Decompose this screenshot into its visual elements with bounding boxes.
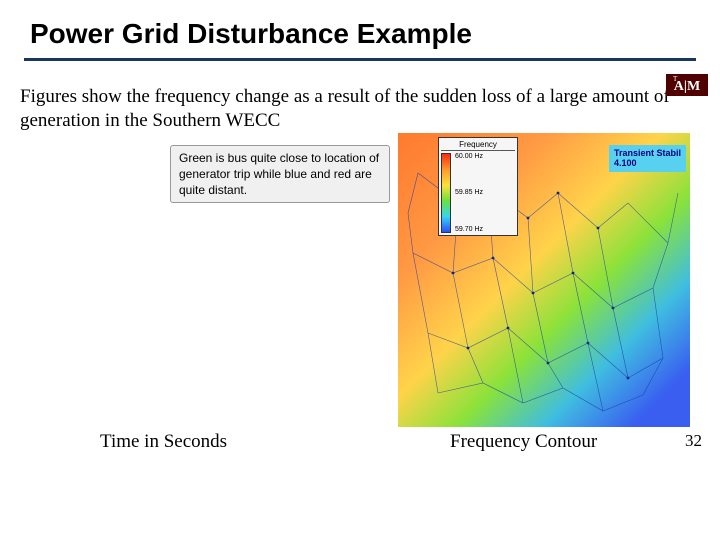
time-badge-value: 4.100 [614,158,681,169]
legend-tick: 59.70 Hz [455,226,483,233]
content-area: Green is bus quite close to location of … [0,133,720,463]
svg-text:A|M: A|M [674,79,700,94]
legend-color-ramp [441,153,451,233]
time-badge-label: Transient Stabil [614,148,681,159]
frequency-legend: Frequency 60.00 Hz 59.85 Hz 59.70 Hz [438,137,518,236]
frequency-contour-map: Frequency 60.00 Hz 59.85 Hz 59.70 Hz Tra… [398,133,690,427]
legend-ticks: 60.00 Hz 59.85 Hz 59.70 Hz [451,153,483,233]
time-badge: Transient Stabil 4.100 [609,145,686,173]
legend-title: Frequency [441,140,515,151]
left-figure-caption: Time in Seconds [100,431,227,453]
slide-title: Power Grid Disturbance Example [0,0,720,58]
right-figure-caption: Frequency Contour [450,431,597,453]
body-paragraph: Figures show the frequency change as a r… [0,61,720,133]
legend-tick: 60.00 Hz [455,153,483,160]
legend-tick: 59.85 Hz [455,189,483,196]
page-number: 32 [685,431,702,451]
svg-text:T: T [673,75,678,83]
tamu-logo: A|M T [666,70,708,102]
annotation-callout: Green is bus quite close to location of … [170,145,390,204]
